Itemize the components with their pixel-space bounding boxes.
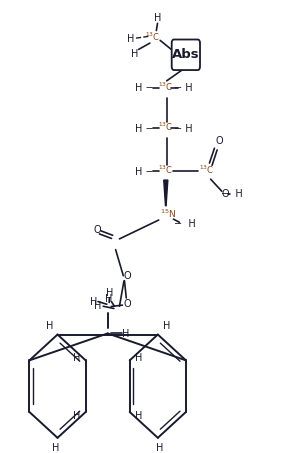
Text: −  H: − H xyxy=(173,219,195,229)
Text: O: O xyxy=(216,136,224,146)
Text: $^{13}$C: $^{13}$C xyxy=(199,164,215,176)
Text: H: H xyxy=(94,301,101,311)
Text: − H: − H xyxy=(174,83,193,93)
Text: Abs: Abs xyxy=(172,48,200,61)
Text: H: H xyxy=(106,294,113,304)
Text: H: H xyxy=(73,410,81,420)
Text: H: H xyxy=(156,443,163,453)
Text: H: H xyxy=(155,14,162,24)
Text: H: H xyxy=(45,321,53,331)
Text: O: O xyxy=(124,271,131,281)
Text: H: H xyxy=(135,410,142,420)
Text: H: H xyxy=(135,353,142,363)
Text: H: H xyxy=(52,443,60,453)
Text: H: H xyxy=(127,34,135,43)
Text: −  H: − H xyxy=(221,189,243,199)
Text: O: O xyxy=(222,189,230,199)
Text: H: H xyxy=(163,322,171,332)
Text: H −: H − xyxy=(135,167,153,177)
Text: $^{13}$C: $^{13}$C xyxy=(158,81,173,93)
Text: $^{13}$C: $^{13}$C xyxy=(158,121,173,133)
Text: $^{13}$C: $^{13}$C xyxy=(145,31,160,43)
Polygon shape xyxy=(164,180,168,206)
Text: − H: − H xyxy=(174,124,193,134)
Text: H −: H − xyxy=(135,124,153,134)
Text: O: O xyxy=(94,225,101,235)
Text: H: H xyxy=(106,288,114,298)
Text: H: H xyxy=(131,49,138,59)
Text: $^{15}$N: $^{15}$N xyxy=(160,207,176,220)
Text: H: H xyxy=(122,329,130,339)
Text: $^{13}$C: $^{13}$C xyxy=(158,164,173,176)
Text: H −: H − xyxy=(135,83,153,93)
Text: H: H xyxy=(73,353,81,363)
FancyBboxPatch shape xyxy=(172,39,200,70)
Text: H: H xyxy=(90,297,97,307)
Text: O: O xyxy=(123,299,131,309)
